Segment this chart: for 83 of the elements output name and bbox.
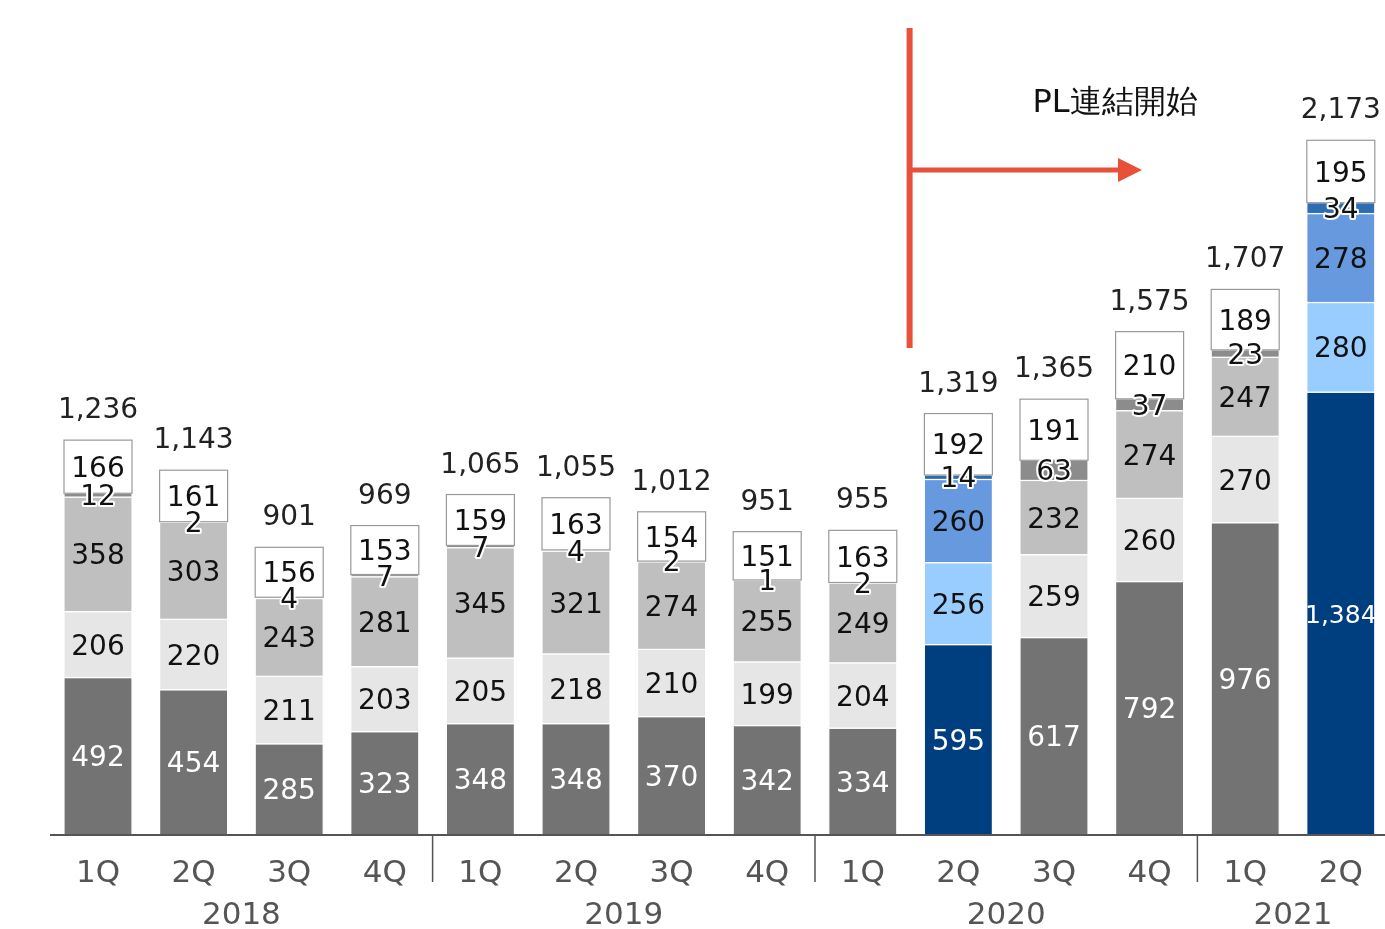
- x-tick-label: 2Q: [936, 853, 981, 889]
- data-label: 23: [1227, 337, 1264, 371]
- data-label: 342: [740, 764, 794, 798]
- data-label: 255: [740, 605, 794, 639]
- data-label: 260: [931, 505, 986, 539]
- data-label: 259: [1027, 580, 1081, 614]
- total-label: 1,055: [535, 449, 617, 483]
- data-label: 358: [71, 538, 125, 572]
- total-label: 1,365: [1013, 351, 1095, 385]
- data-label: 220: [166, 638, 221, 672]
- data-label: 280: [1314, 331, 1368, 365]
- x-tick-label: 1Q: [458, 853, 503, 889]
- x-tick-label: 4Q: [1127, 853, 1172, 889]
- data-label: 203: [358, 683, 412, 717]
- data-label: 247: [1218, 380, 1272, 414]
- text: 2019: [584, 895, 664, 929]
- text: 2020: [966, 895, 1046, 929]
- total-label: 1,012: [631, 463, 712, 497]
- data-label: 595: [931, 723, 986, 757]
- total-label: 2,173: [1300, 92, 1381, 126]
- data-label: 192: [931, 428, 986, 462]
- x-tick-label: 2Q: [553, 853, 599, 889]
- data-label: 260: [1122, 524, 1177, 558]
- data-label: 345: [453, 586, 508, 620]
- x-tick-label: 3Q: [267, 853, 312, 889]
- total-label: 1,143: [153, 422, 234, 456]
- total-label: 1,065: [440, 446, 521, 480]
- total-label: 951: [740, 483, 794, 517]
- total-label: 1,236: [57, 392, 139, 426]
- data-label: 492: [71, 740, 125, 774]
- data-label: 274: [1122, 438, 1177, 472]
- data-label: 321: [549, 586, 603, 620]
- data-label: 249: [836, 607, 890, 641]
- data-label: 617: [1027, 720, 1081, 754]
- data-label: 204: [836, 679, 890, 713]
- data-label: 334: [836, 765, 890, 799]
- total-label: 901: [262, 499, 316, 533]
- data-label: 348: [549, 763, 603, 797]
- data-label: 281: [358, 605, 412, 639]
- total-label: 1,707: [1205, 241, 1286, 275]
- text: PL連結開始: [1032, 82, 1198, 120]
- data-label: 205: [453, 674, 508, 708]
- data-label: 303: [166, 554, 221, 588]
- data-label: 210: [1122, 349, 1177, 383]
- text: 2021: [1253, 895, 1333, 929]
- data-label: 7: [471, 530, 490, 564]
- x-tick-label: 3Q: [649, 853, 694, 889]
- data-label: 792: [1122, 692, 1177, 726]
- data-label: 274: [644, 589, 699, 623]
- data-label: 195: [1314, 155, 1368, 189]
- x-tick-label: 2Q: [1318, 853, 1363, 889]
- data-label: 232: [1027, 501, 1081, 535]
- data-label: 285: [262, 773, 316, 807]
- x-tick-label: 1Q: [75, 853, 121, 889]
- data-label: 206: [71, 628, 125, 662]
- data-label: 199: [740, 677, 794, 711]
- total-label: 969: [358, 477, 412, 511]
- x-tick-label: 3Q: [1031, 853, 1077, 889]
- data-label: 278: [1314, 242, 1368, 276]
- data-label: 323: [358, 767, 412, 801]
- total-label: 955: [836, 482, 890, 516]
- data-label: 370: [644, 759, 699, 793]
- total-label: 1,319: [918, 365, 999, 399]
- data-label: 270: [1218, 463, 1272, 497]
- total-label: 1,575: [1109, 283, 1190, 317]
- data-label: 2: [853, 566, 872, 600]
- data-label: 211: [262, 694, 316, 728]
- data-label: 243: [262, 621, 316, 655]
- data-label: 63: [1036, 454, 1072, 488]
- data-label: 348: [453, 763, 508, 797]
- data-label: 256: [931, 587, 986, 621]
- text: 2018: [201, 895, 281, 929]
- data-label: 210: [644, 667, 699, 701]
- data-label: 218: [549, 672, 603, 706]
- x-tick-label: 4Q: [745, 853, 790, 889]
- data-label: 191: [1027, 413, 1081, 447]
- data-label: 189: [1218, 303, 1272, 337]
- x-tick-label: 1Q: [1223, 853, 1268, 889]
- data-label: 976: [1218, 662, 1272, 696]
- x-tick-label: 2Q: [171, 853, 216, 889]
- x-tick-label: 1Q: [840, 853, 885, 889]
- x-tick-label: 4Q: [362, 853, 407, 889]
- data-label: 454: [166, 746, 221, 780]
